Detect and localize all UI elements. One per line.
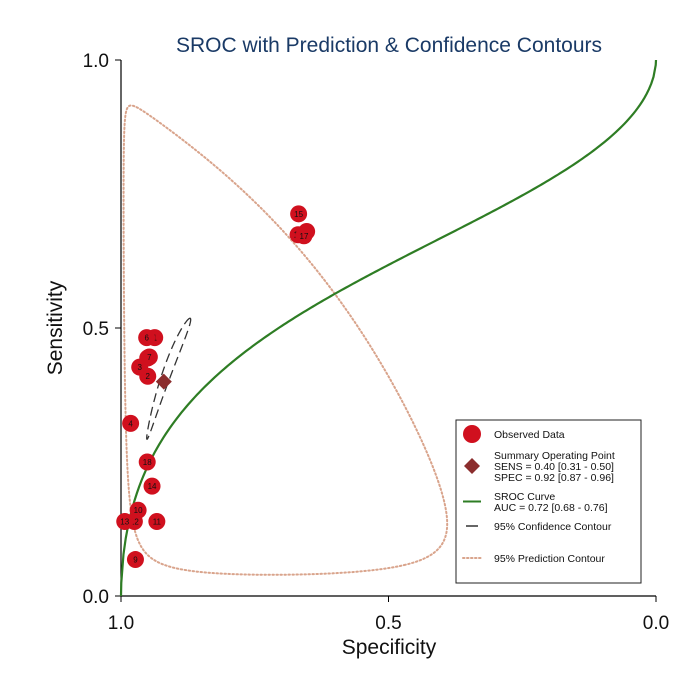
confidence-contour <box>146 317 192 440</box>
observed-point <box>138 329 156 347</box>
observed-point-label: 7 <box>147 353 152 362</box>
observed-point-label: 6 <box>144 334 149 343</box>
plot-area: 1.00.50.00.00.51.01234567891011121314151… <box>83 51 670 634</box>
observed-point <box>148 512 166 530</box>
observed-point <box>138 453 156 471</box>
legend-box <box>455 419 642 584</box>
observed-point-label: 11 <box>153 517 162 526</box>
legend-entry-text: SENS = 0.40 [0.31 - 0.50] <box>494 461 614 473</box>
x-tick-label: 1.0 <box>108 613 134 634</box>
y-tick-label: 0.5 <box>83 319 109 340</box>
observed-point-label: 17 <box>300 232 309 241</box>
observed-point <box>295 227 313 245</box>
legend-entry-text: SPEC = 0.92 [0.87 - 0.96] <box>494 472 614 484</box>
observed-point-label: 3 <box>137 363 142 372</box>
legend-summary-symbol <box>464 458 480 474</box>
legend-entry-text: AUC = 0.72 [0.68 - 0.76] <box>494 502 608 514</box>
legend-entry-text: SROC Curve <box>494 491 555 503</box>
x-axis-label: Specificity <box>342 636 437 659</box>
observed-point-label: 10 <box>134 506 143 515</box>
summary-operating-point <box>155 373 172 390</box>
legend-entry-text: 95% Prediction Contour <box>494 553 605 565</box>
observed-point-label: 14 <box>148 482 157 491</box>
observed-point-label: 13 <box>120 517 129 526</box>
observed-point <box>143 477 161 495</box>
legend: Observed Data Summary Operating PointSENS… <box>455 419 642 584</box>
chart-title: SROC with Prediction & Confidence Contou… <box>176 34 602 57</box>
legend-observed-symbol <box>463 425 481 443</box>
legend-entry-text: 95% Confidence Contour <box>494 521 612 533</box>
x-tick-label: 0.5 <box>375 613 401 634</box>
observed-point-label: 9 <box>133 556 138 565</box>
observed-point <box>126 551 144 569</box>
sroc-curve <box>119 59 658 597</box>
observed-point <box>116 512 134 530</box>
legend-entry-text: Summary Operating Point <box>494 450 615 462</box>
observed-point-label: 12 <box>130 517 139 526</box>
prediction-contour <box>122 104 449 576</box>
y-tick-label: 0.0 <box>83 587 109 608</box>
observed-point <box>290 205 308 223</box>
y-tick-label: 1.0 <box>83 51 109 72</box>
observed-point <box>122 414 140 432</box>
observed-point-label: 18 <box>143 458 152 467</box>
legend-entry-text: Observed Data <box>494 429 565 441</box>
y-axis-label: Sensitivity <box>44 280 67 375</box>
observed-point <box>140 348 158 366</box>
observed-point-label: 2 <box>146 372 151 381</box>
x-tick-label: 0.0 <box>643 613 669 634</box>
observed-point-label: 4 <box>128 419 133 428</box>
observed-point-label: 15 <box>294 210 303 219</box>
